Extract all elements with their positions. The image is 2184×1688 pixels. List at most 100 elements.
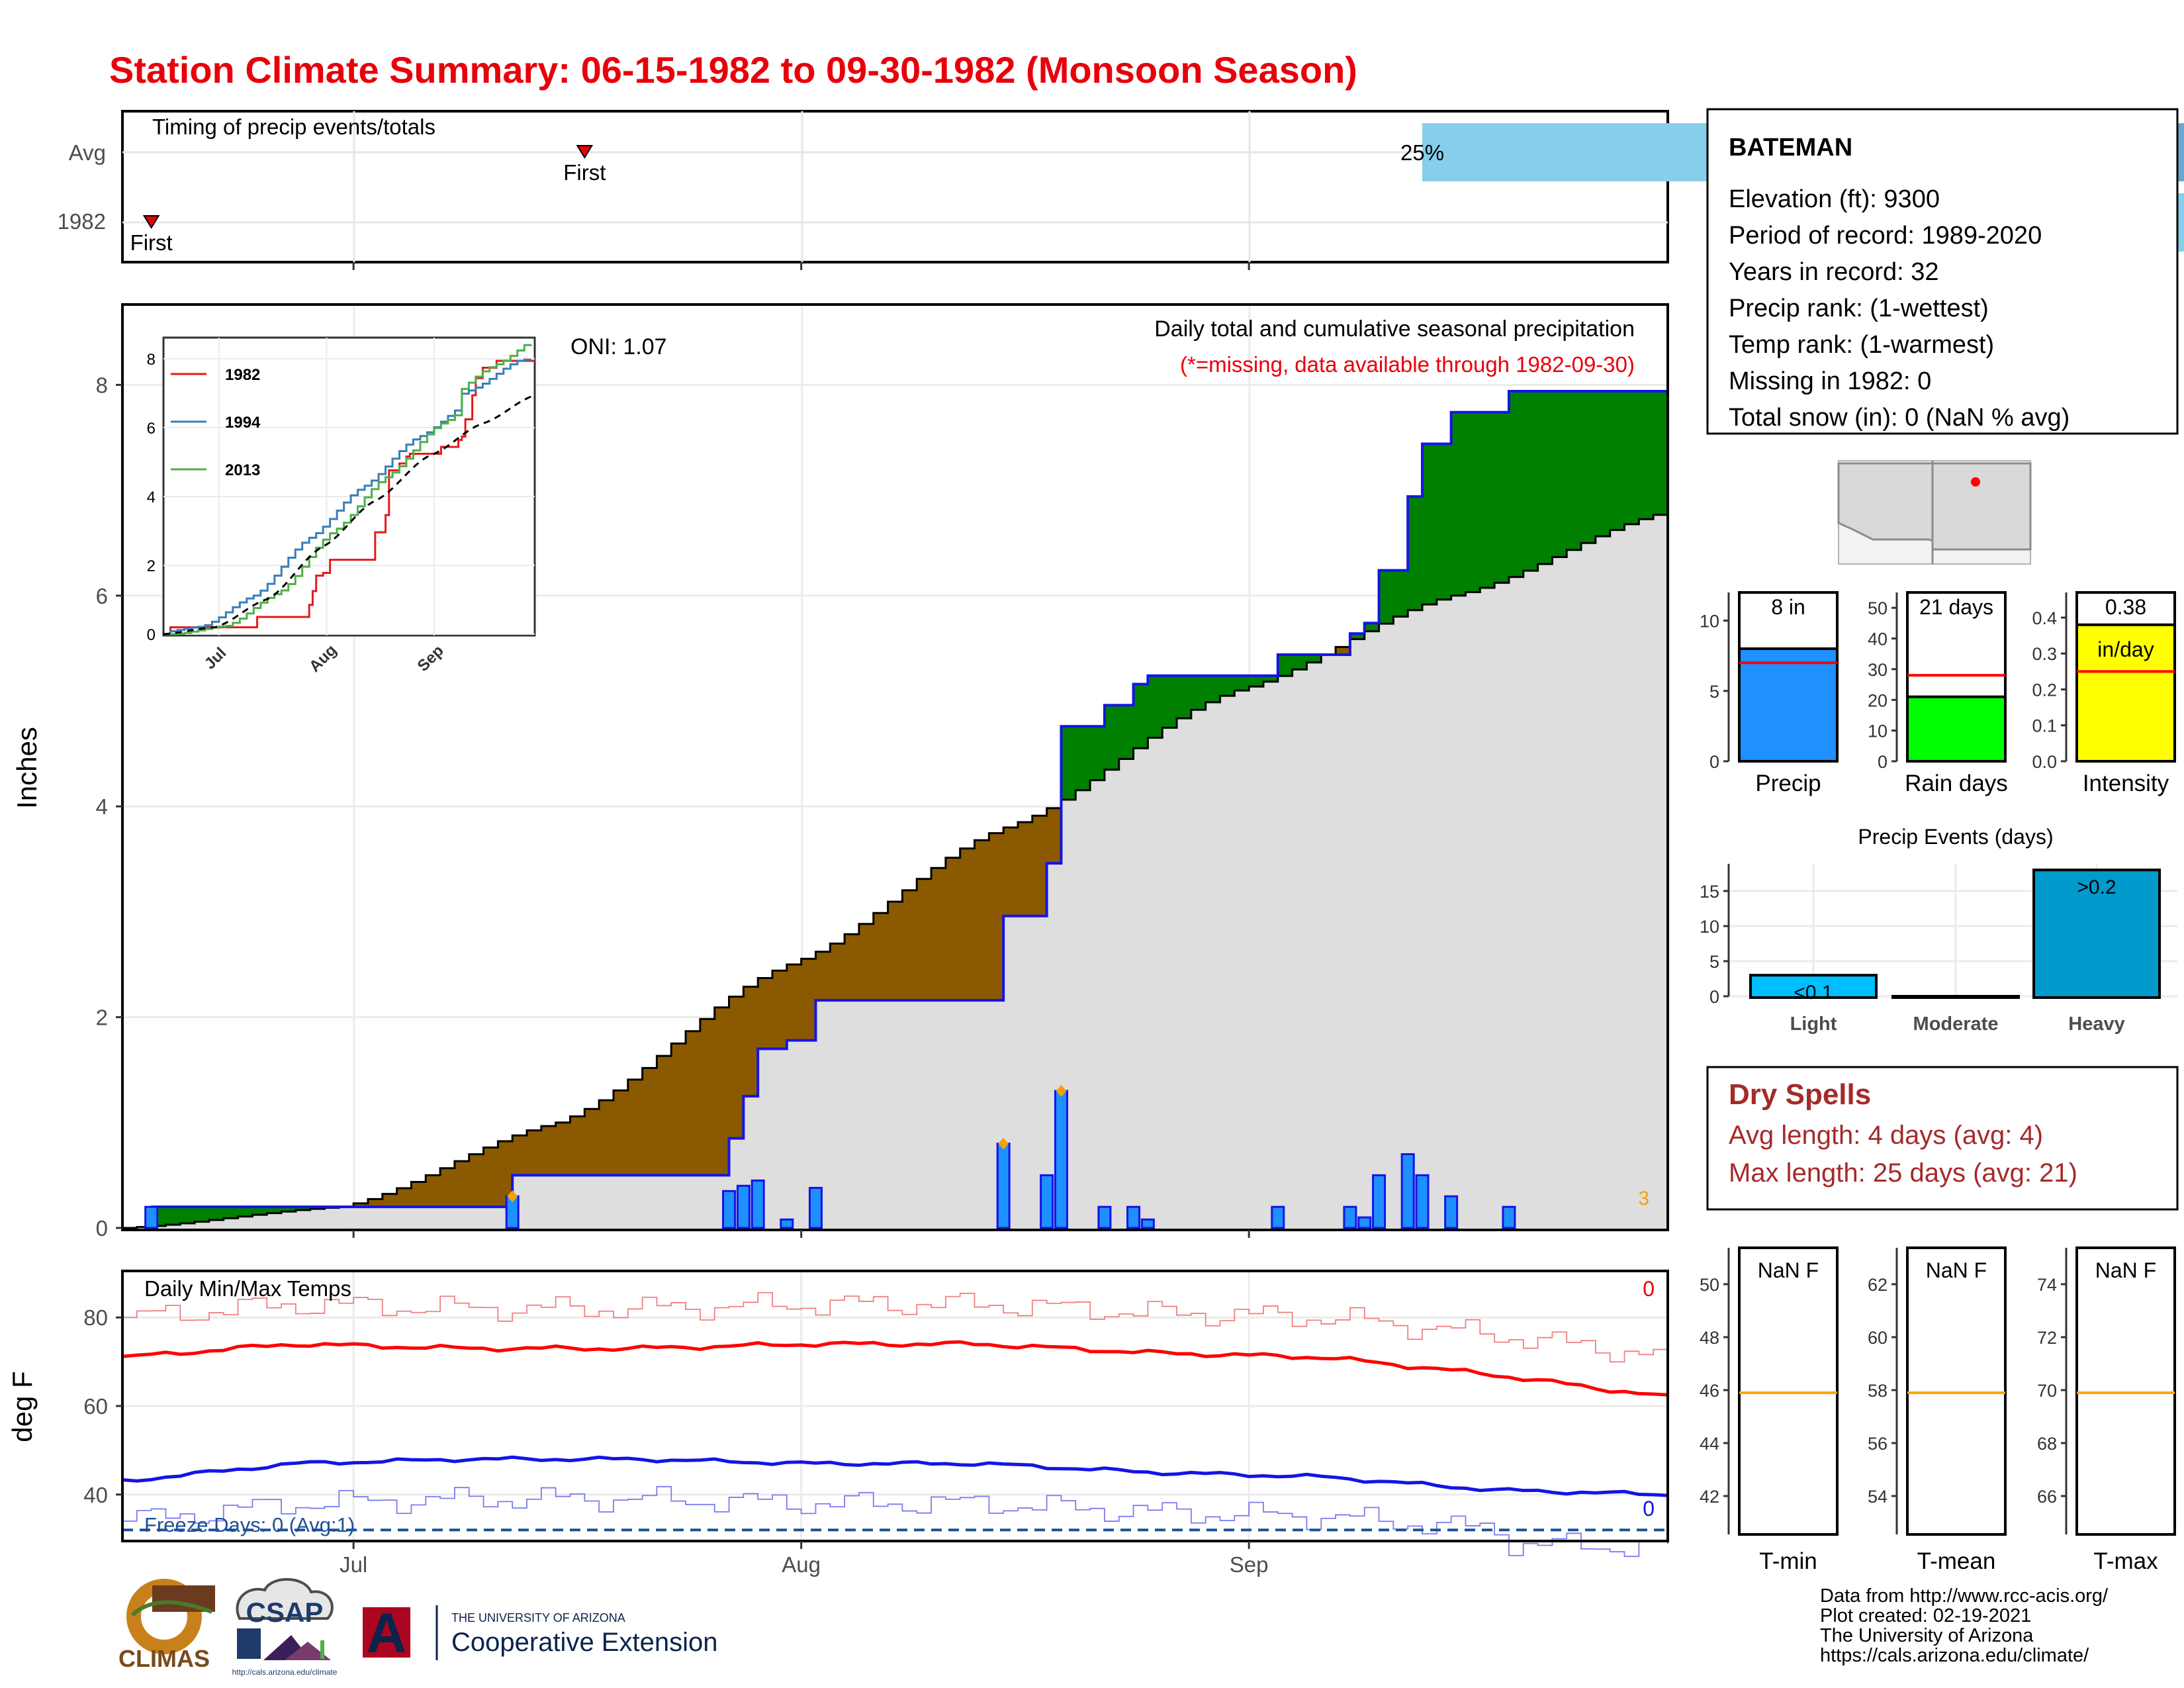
temp-bar-frame-2	[2075, 1246, 2176, 1536]
temp-bar-value-0: NaN F	[1758, 1258, 1819, 1282]
inset-ytick-label: 2	[147, 557, 156, 575]
deficit-fill	[367, 1199, 383, 1207]
surplus-fill	[1537, 391, 1553, 564]
temp-bar-tick: 48	[1700, 1328, 1719, 1348]
footer-credits: Data from http://www.rcc-acis.org/ Plot …	[1820, 1585, 2109, 1666]
surplus-fill	[1249, 675, 1264, 687]
daily-precip-bar	[1097, 1205, 1112, 1229]
avg-min-temp-line	[122, 1455, 1668, 1497]
deficit-fill	[1003, 827, 1019, 916]
surplus-fill	[1191, 675, 1206, 710]
timing-first-marker	[576, 145, 594, 159]
surplus-fill	[1061, 726, 1076, 800]
csap-logo: CSAP http://cals.arizona.edu/climate	[232, 1577, 338, 1677]
daily-precip-bar	[1271, 1205, 1285, 1229]
events-category-label: Moderate	[1913, 1013, 1999, 1035]
daily-precip-bar	[780, 1218, 794, 1229]
temps-ytick-label: 40	[83, 1483, 108, 1507]
surplus-fill	[1422, 444, 1437, 605]
deficit-fill	[671, 1043, 686, 1176]
temperature-summary-bars: 42 44 46 48 50 NaN F T-min 54 56 58 60 62 NaN F T-mea…	[1700, 1246, 2176, 1574]
deficit-fill	[353, 1203, 369, 1207]
surplus-fill	[1263, 675, 1279, 682]
deficit-fill	[584, 1109, 600, 1176]
surplus-fill	[1277, 654, 1293, 677]
surplus-fill	[281, 1207, 296, 1212]
summary-bar-value2-2: in/day	[2097, 637, 2154, 661]
dry-spells-avg: Avg length: 4 days (avg: 4)	[1729, 1121, 2043, 1150]
summary-bar-tick: 0	[1709, 752, 1719, 772]
temps-min-count: 0	[1643, 1497, 1655, 1521]
surplus-fill	[1508, 391, 1524, 577]
deficit-fill	[772, 970, 788, 1049]
precip-ytick-label: 2	[96, 1006, 108, 1030]
dry-spells-max: Max length: 25 days (avg: 21)	[1729, 1158, 2077, 1188]
station-elevation: Elevation (ft): 9300	[1729, 185, 1940, 213]
surplus-fill	[1177, 675, 1192, 719]
precip-caption: Daily total and cumulative seasonal prec…	[1154, 316, 1635, 342]
avg-cumulative-line	[122, 511, 1669, 1229]
timing-first-label: First	[130, 230, 173, 255]
temp-bar-tick: 42	[1700, 1487, 1719, 1507]
surplus-fill	[1292, 654, 1308, 670]
climas-logo: CLIMAS	[118, 1579, 215, 1672]
summary-bar-value-2: 0.38	[2105, 595, 2146, 619]
climas-wordmark: CLIMAS	[118, 1645, 210, 1672]
station-snow: Total snow (in): 0 (NaN % avg)	[1729, 404, 2070, 432]
record-min-line	[122, 1485, 1668, 1558]
footer-line-3: The University of Arizona	[1820, 1625, 2034, 1646]
station-info-box: BATEMAN Elevation (ft): 9300 Period of r…	[1706, 108, 2179, 435]
daily-precip-bar	[751, 1179, 765, 1229]
summary-bar-tick: 0.3	[2032, 644, 2057, 664]
deficit-fill	[686, 1031, 701, 1176]
events-category-label: Heavy	[2068, 1013, 2124, 1035]
surplus-fill	[1639, 391, 1654, 520]
footer-line-2: Plot created: 02-19-2021	[1820, 1605, 2031, 1626]
timing-row-year-label: 1982	[58, 209, 106, 234]
deficit-fill	[426, 1175, 441, 1207]
deficit-fill	[454, 1161, 470, 1207]
surplus-fill	[295, 1207, 311, 1211]
surplus-fill	[1148, 675, 1163, 738]
daily-precip-bar	[1126, 1205, 1141, 1229]
temp-bar-tick: 62	[1868, 1275, 1888, 1295]
events-bar-moderate	[1891, 995, 2020, 999]
summary-bar-label-2: Intensity	[2083, 771, 2169, 796]
summary-bar-label-0: Precip	[1755, 771, 1821, 796]
freeze-days-label: Freeze Days: 0 (Avg:1)	[144, 1513, 355, 1536]
timing-gridlines	[122, 111, 1668, 262]
precip-ytick-label: 4	[96, 794, 108, 819]
surplus-fill	[1581, 391, 1596, 543]
ua-block-a: A	[367, 1602, 407, 1664]
temps-ytick-label: 60	[83, 1394, 108, 1419]
station-name: BATEMAN	[1729, 134, 1852, 162]
deficit-fill	[396, 1188, 412, 1207]
heavy-event-marker	[507, 1190, 518, 1203]
station-temp-rank: Temp rank: (1-warmest)	[1729, 331, 1994, 359]
surplus-fill	[1653, 391, 1668, 515]
summary-bar-tick: 10	[1868, 722, 1888, 741]
observed-cumulative-line	[151, 389, 1668, 1209]
precip-ytick-label: 8	[96, 373, 108, 397]
daily-precip-bar	[1502, 1205, 1516, 1229]
daily-precip-bar	[1372, 1174, 1387, 1229]
surplus-fill	[1104, 705, 1120, 770]
deficit-fill	[815, 951, 831, 1001]
summary-bar-tick: 0.2	[2032, 680, 2057, 700]
summary-bar-tick: 40	[1868, 630, 1888, 649]
state-outline-right	[1931, 462, 2032, 551]
temps-ytick-label: 80	[83, 1305, 108, 1330]
deficit-fill	[801, 959, 817, 1041]
temp-bar-tick: 58	[1868, 1381, 1888, 1401]
inset-legend-label: 2013	[225, 461, 260, 479]
timing-q25-label: 25%	[1400, 140, 1444, 165]
x-month-label: Sep	[1230, 1552, 1269, 1577]
temp-bar-tick: 66	[2037, 1487, 2057, 1507]
timing-row-avg-label: Avg	[69, 140, 106, 165]
surplus-fill	[180, 1207, 195, 1223]
surplus-fill	[1306, 654, 1322, 663]
corner-count: 3	[1638, 1188, 1649, 1209]
surplus-fill	[1118, 705, 1134, 759]
temps-max-count: 0	[1643, 1277, 1655, 1301]
